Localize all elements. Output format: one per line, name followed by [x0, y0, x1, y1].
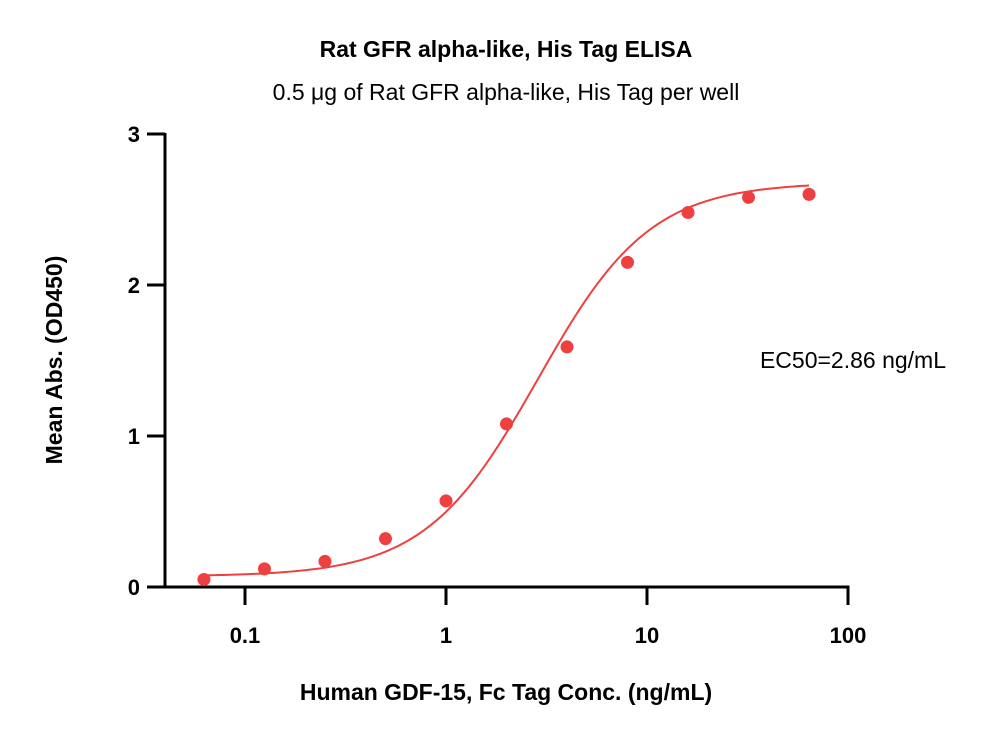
x-tick-label: 100	[830, 623, 867, 648]
fit-curve-line	[203, 184, 810, 577]
data-point	[439, 494, 453, 508]
data-point	[257, 562, 271, 576]
x-tick-label: 0.1	[230, 623, 261, 648]
y-tick-label: 3	[128, 122, 140, 147]
data-point	[802, 187, 816, 201]
y-tick-label: 2	[128, 273, 140, 298]
chart-title: Rat GFR alpha-like, His Tag ELISA	[320, 36, 693, 62]
fit-curve-layer	[203, 184, 810, 577]
data-points	[197, 187, 816, 586]
data-point	[560, 340, 574, 354]
x-tick-label: 1	[440, 623, 452, 648]
y-tick-label: 1	[128, 424, 140, 449]
axes: 0 1 2 3 0.1 1 10 100	[128, 122, 867, 648]
ec50-annotation: EC50=2.86 ng/mL	[760, 347, 946, 373]
data-point	[197, 572, 211, 586]
data-point	[318, 554, 332, 568]
data-point	[500, 417, 513, 431]
x-tick-label: 10	[635, 623, 659, 648]
y-axis-label: Mean Abs. (OD450)	[41, 256, 67, 465]
y-tick-label: 0	[128, 575, 140, 600]
data-point	[681, 206, 695, 220]
data-point	[378, 532, 392, 546]
data-point	[621, 255, 635, 269]
chart-subtitle: 0.5 μg of Rat GFR alpha-like, His Tag pe…	[273, 79, 740, 105]
x-axis-label: Human GDF-15, Fc Tag Conc. (ng/mL)	[300, 679, 712, 705]
data-point	[742, 190, 756, 204]
